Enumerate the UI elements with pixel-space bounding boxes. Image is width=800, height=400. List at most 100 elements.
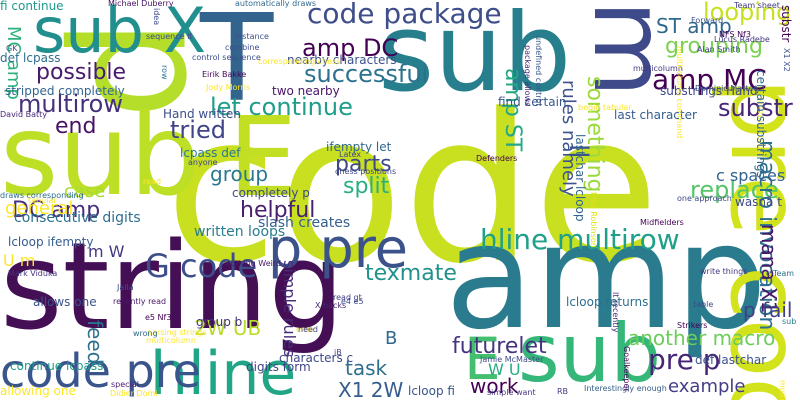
cloud-word: substrings Hand: [660, 84, 758, 98]
cloud-word: one approach: [677, 194, 732, 203]
cloud-word: Lucus Radebe: [714, 35, 770, 44]
cloud-word: instance: [235, 32, 269, 41]
cloud-word: Eirik Bakke: [202, 70, 247, 79]
cloud-word: lcloop fi: [408, 384, 455, 398]
cloud-word: amp MC: [652, 63, 767, 96]
cloud-word: Team sheet: [734, 1, 780, 10]
cloud-word: B: [385, 328, 398, 349]
cloud-word: read gt: [333, 293, 362, 302]
cloud-word: feed: [83, 320, 107, 365]
cloud-word: Michael Duberry: [108, 0, 174, 8]
cloud-word: grouping: [665, 34, 763, 59]
cloud-word: need: [298, 325, 318, 334]
cloud-word: e4 e5: [341, 297, 364, 306]
cloud-word: recently read: [113, 297, 167, 306]
cloud-word: Jalla: [117, 283, 134, 292]
cloud-word: simple want: [487, 388, 536, 397]
cloud-word: multirow: [778, 380, 787, 400]
cloud-word: substr: [779, 5, 793, 43]
cloud-word: m W: [88, 242, 125, 261]
cloud-word: code pre: [0, 344, 201, 398]
cloud-word: Goalkeeper: [622, 346, 631, 392]
cloud-word: E: [228, 93, 298, 221]
cloud-word: ST amp: [656, 14, 732, 38]
cloud-word: group b: [196, 315, 243, 329]
cloud-word: special: [111, 380, 139, 389]
cloud-word: draws corresponding: [0, 191, 84, 200]
cloud-word: ifempty let: [326, 140, 392, 154]
cloud-word: replace: [690, 176, 779, 204]
cloud-word: W U: [488, 360, 521, 379]
cloud-word: hline: [150, 339, 297, 400]
cloud-word: parts: [335, 152, 392, 177]
cloud-word: hline multirow: [480, 223, 680, 256]
cloud-word: lcloop returns: [566, 295, 649, 309]
cloud-word: pre p: [648, 343, 721, 376]
cloud-word: corresponding chess: [258, 57, 341, 66]
cloud-word: David Batty: [0, 110, 48, 119]
cloud-word: group: [210, 162, 269, 186]
cloud-word: c Team: [766, 269, 795, 278]
cloud-word: tabular: [28, 196, 57, 205]
cloud-word: lcpass def: [180, 146, 241, 160]
cloud-word: let continue: [210, 93, 353, 121]
cloud-word: 2W UB: [194, 316, 262, 340]
cloud-word: Jamie McMaster: [480, 355, 544, 364]
cloud-word: NFS Nf3: [719, 30, 751, 39]
cloud-word: nearby characters: [287, 53, 397, 67]
cloud-word: def lcpass: [0, 51, 61, 65]
cloud-word: multicolumn command: [675, 46, 684, 139]
cloud-word: read: [143, 177, 162, 186]
cloud-word: stripped completely: [5, 84, 125, 98]
cloud-word: p fail: [743, 298, 793, 322]
cloud-word: Jody Morris: [206, 83, 251, 92]
cloud-word: Forward: [691, 16, 724, 25]
cloud-word: Mark Viduka: [8, 269, 58, 278]
cloud-word: table: [693, 300, 714, 309]
cloud-word: E: [464, 325, 501, 393]
cloud-word: automatically draws: [235, 0, 317, 8]
cloud-word: sub: [518, 307, 662, 400]
cloud-word: task: [345, 356, 388, 380]
cloud-word: row: [160, 65, 169, 80]
cloud-word: possible: [36, 60, 127, 85]
cloud-word: Latex: [339, 150, 362, 159]
cloud-word: c spaces: [716, 166, 786, 185]
cloud-word: allows one: [33, 295, 97, 309]
cloud-word: simple rules: [280, 260, 299, 358]
cloud-word: last character: [614, 108, 697, 122]
cloud-word: DC amp: [12, 198, 101, 223]
cloud-word: X1 X2: [782, 48, 791, 72]
cloud-word: amp: [445, 193, 768, 362]
cloud-word: successful: [304, 60, 429, 88]
cloud-word: string: [0, 218, 345, 357]
cloud-word: multirow: [18, 90, 123, 118]
cloud-word: certain substrings: [754, 70, 768, 178]
cloud-word: U m: [3, 251, 36, 270]
cloud-word: undefined control: [534, 35, 543, 106]
cloud-word: idea: [152, 8, 161, 26]
cloud-word: written loops: [194, 224, 286, 240]
cloud-word: wrong: [133, 329, 158, 338]
cloud-word: sub: [0, 91, 201, 221]
cloud-word: general: [5, 198, 74, 219]
cloud-word: code: [165, 71, 660, 309]
cloud-word: futurelet: [452, 334, 547, 359]
cloud-word: package allows: [523, 45, 532, 107]
cloud-word: Paul Robinson: [589, 192, 598, 248]
cloud-word: GK: [6, 44, 18, 53]
cloud-word: Alan Smith: [697, 45, 741, 54]
cloud-word: chess positions: [335, 167, 397, 176]
cloud-word: tried: [170, 116, 226, 144]
cloud-word: sub: [378, 0, 572, 116]
cloud-word: sub X: [33, 0, 207, 67]
cloud-word: parsing strings: [147, 328, 207, 337]
cloud-word: Hand written: [163, 107, 241, 121]
cloud-word: Interestingly enough: [584, 384, 667, 393]
cloud-word: control sequence: [192, 53, 261, 62]
cloud-word: write things: [700, 267, 748, 276]
cloud-word: two nearby: [272, 84, 340, 98]
cloud-word: G code: [145, 247, 258, 285]
cloud-word: fi continue: [0, 0, 64, 13]
